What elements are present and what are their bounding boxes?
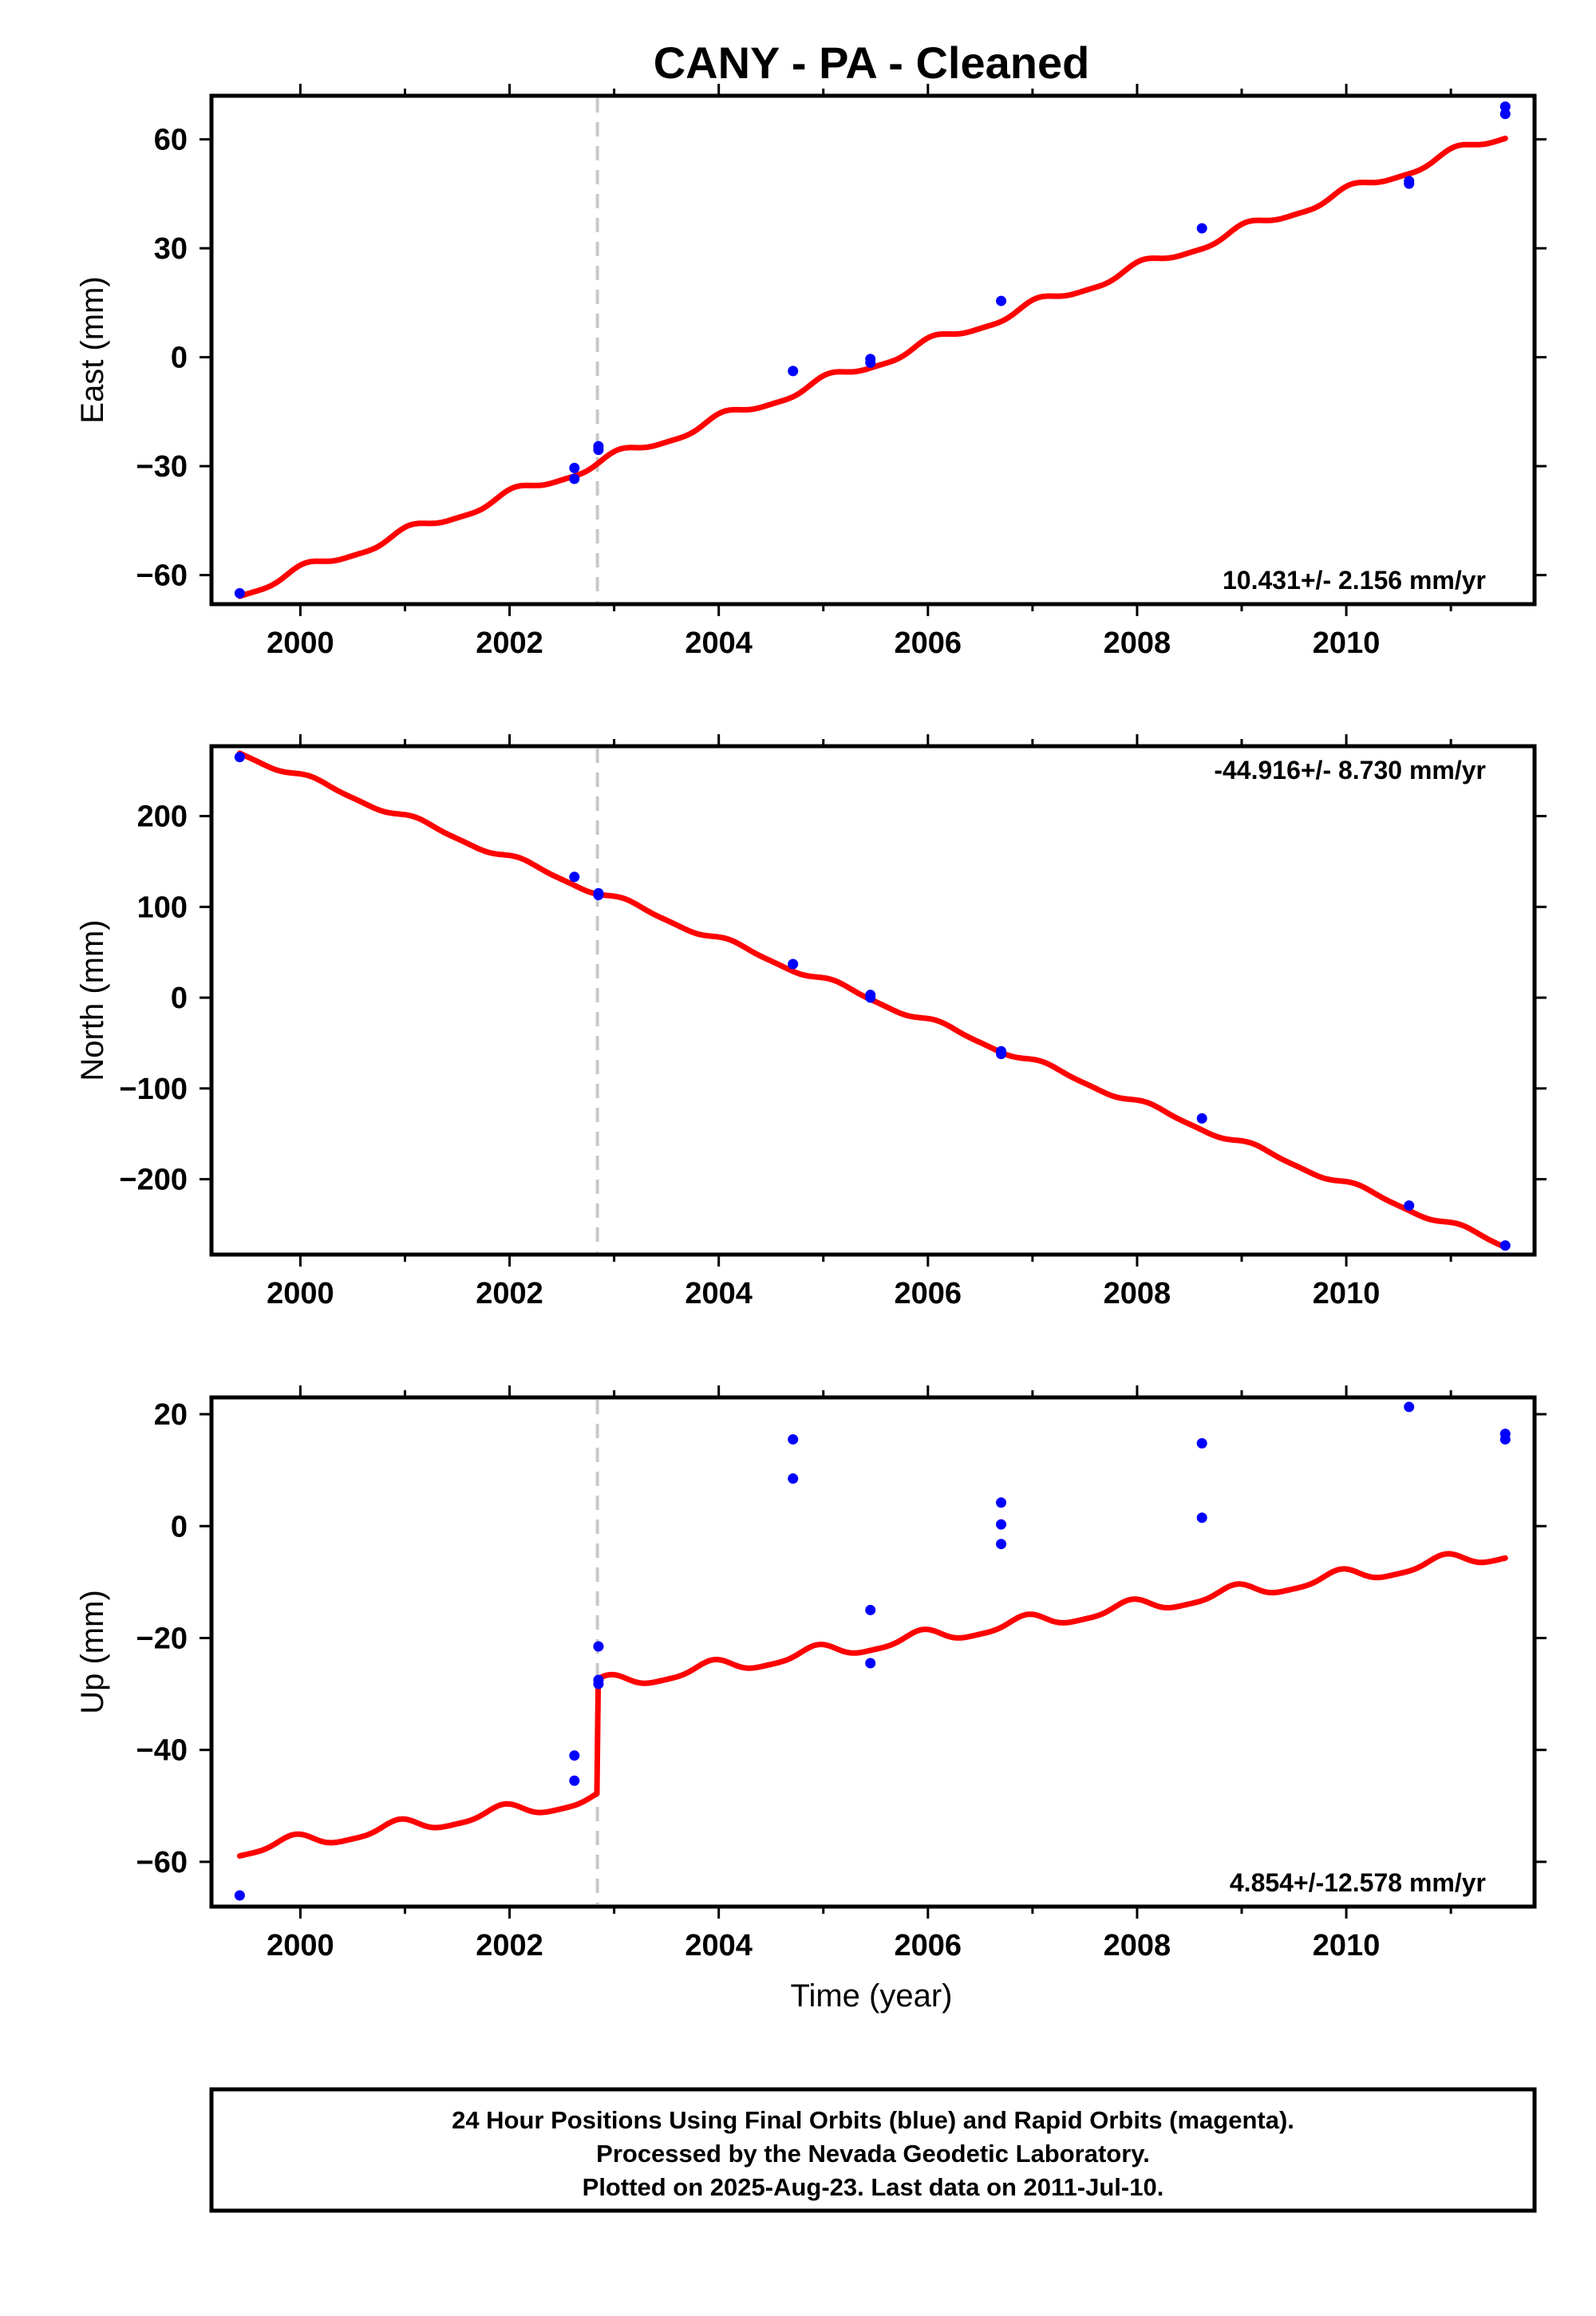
- east-x-tick-label: 2010: [1313, 626, 1381, 660]
- up-data-point: [593, 1678, 604, 1690]
- up-data-point: [1499, 1434, 1511, 1445]
- x-axis-label: Time (year): [791, 1978, 953, 2014]
- east-x-tick-label: 2000: [267, 626, 334, 660]
- up-data-point: [865, 1658, 876, 1669]
- north-data-point: [1196, 1113, 1207, 1124]
- north-x-tick-label: 2004: [685, 1277, 753, 1310]
- east-y-tick-label: −30: [136, 450, 188, 484]
- north-x-tick-label: 2006: [895, 1277, 962, 1310]
- north-y-axis-label: North (mm): [75, 919, 110, 1081]
- east-data-point: [234, 587, 245, 599]
- north-x-tick-label: 2002: [476, 1277, 543, 1310]
- up-model-curve: [236, 1551, 1508, 1859]
- up-data-point: [865, 1604, 876, 1615]
- up-data-point: [996, 1497, 1007, 1508]
- east-x-tick-label: 2004: [685, 626, 753, 660]
- footer-line-1: 24 Hour Positions Using Final Orbits (bl…: [452, 2106, 1294, 2134]
- north-data-point: [593, 890, 604, 901]
- up-data-point: [788, 1473, 799, 1484]
- east-data-point: [1499, 109, 1511, 120]
- east-y-axis-label: East (mm): [75, 276, 110, 423]
- north-data-point: [234, 752, 245, 763]
- east-data-point: [569, 462, 580, 473]
- up-y-tick-label: −20: [136, 1622, 188, 1655]
- up-y-tick-label: −60: [136, 1846, 188, 1879]
- up-x-tick-label: 2010: [1313, 1929, 1381, 1962]
- east-x-tick-label: 2002: [476, 626, 543, 660]
- footer-line-3: Plotted on 2025-Aug-23. Last data on 201…: [583, 2173, 1164, 2201]
- east-y-tick-label: 0: [171, 342, 188, 375]
- east-data-point: [788, 366, 799, 377]
- up-data-point: [1404, 1401, 1415, 1413]
- north-data-point: [996, 1049, 1007, 1060]
- north-rate-label: -44.916+/- 8.730 mm/yr: [1214, 756, 1486, 785]
- north-x-tick-label: 2000: [267, 1277, 334, 1310]
- north-x-tick-label: 2008: [1104, 1277, 1171, 1310]
- up-x-tick-label: 2002: [476, 1929, 543, 1962]
- up-data-point: [1196, 1437, 1207, 1448]
- footer-line-2: Processed by the Nevada Geodetic Laborat…: [596, 2140, 1150, 2168]
- east-data-point: [996, 295, 1007, 306]
- north-plot-frame: [209, 744, 1537, 1257]
- up-y-tick-label: 0: [171, 1510, 188, 1543]
- up-x-tick-label: 2000: [267, 1929, 334, 1962]
- north-y-tick-label: 0: [171, 982, 188, 1015]
- up-data-point: [996, 1539, 1007, 1550]
- up-data-point: [788, 1434, 799, 1445]
- up-x-tick-label: 2008: [1104, 1929, 1171, 1962]
- east-y-tick-label: 60: [154, 124, 188, 157]
- north-data-point: [569, 871, 580, 883]
- footer-box: 24 Hour Positions Using Final Orbits (bl…: [209, 2087, 1537, 2213]
- east-data-point: [1196, 223, 1207, 234]
- up-data-point: [234, 1890, 245, 1901]
- north-y-tick-label: −100: [119, 1073, 188, 1106]
- north-data-point: [865, 992, 876, 1003]
- up-rate-label: 4.854+/-12.578 mm/yr: [1230, 1868, 1486, 1897]
- up-y-axis-label: Up (mm): [75, 1590, 110, 1714]
- up-y-tick-label: −40: [136, 1734, 188, 1768]
- east-rate-label: 10.431+/- 2.156 mm/yr: [1223, 566, 1486, 595]
- east-y-tick-label: −60: [136, 559, 188, 593]
- east-plot-frame: [209, 93, 1537, 607]
- up-plot-frame: [209, 1395, 1537, 1909]
- east-data-point: [1499, 101, 1511, 113]
- footer-frame: [209, 2087, 1537, 2213]
- east-data-point: [1404, 178, 1415, 189]
- up-data-point: [569, 1775, 580, 1786]
- east-data-point: [865, 357, 876, 368]
- east-x-tick-label: 2006: [895, 626, 962, 660]
- up-data-point: [593, 1641, 604, 1652]
- north-x-tick-label: 2010: [1313, 1277, 1381, 1310]
- east-panel: 2000 2002 2004 2006 2008 2010 −60 −30 0 30 60 East …: [75, 84, 1547, 660]
- up-data-point: [569, 1750, 580, 1761]
- east-data-point: [569, 473, 580, 484]
- north-y-tick-label: 200: [137, 800, 188, 834]
- up-x-tick-label: 2006: [895, 1929, 962, 1962]
- up-y-tick-label: 20: [154, 1398, 188, 1432]
- up-panel: 2000 2002 2004 2006 2008 2010 −60 −40 −20 0 20 Up (…: [75, 1385, 1547, 1962]
- north-data-point: [1404, 1200, 1415, 1211]
- north-data-point: [788, 958, 799, 970]
- east-data-point: [593, 441, 604, 452]
- north-data-point: [1499, 1240, 1511, 1251]
- figure-title: CANY - PA - Cleaned: [654, 38, 1090, 88]
- up-data-point: [1196, 1512, 1207, 1524]
- east-x-tick-label: 2008: [1104, 626, 1171, 660]
- east-y-tick-label: 30: [154, 232, 188, 266]
- up-x-tick-label: 2004: [685, 1929, 753, 1962]
- up-data-point: [996, 1519, 1007, 1530]
- north-y-tick-label: 100: [137, 891, 188, 924]
- north-y-tick-label: −200: [119, 1164, 188, 1197]
- north-panel: 2000 2002 2004 2006 2008 2010 −200 −100 0 100 200 N…: [75, 734, 1547, 1310]
